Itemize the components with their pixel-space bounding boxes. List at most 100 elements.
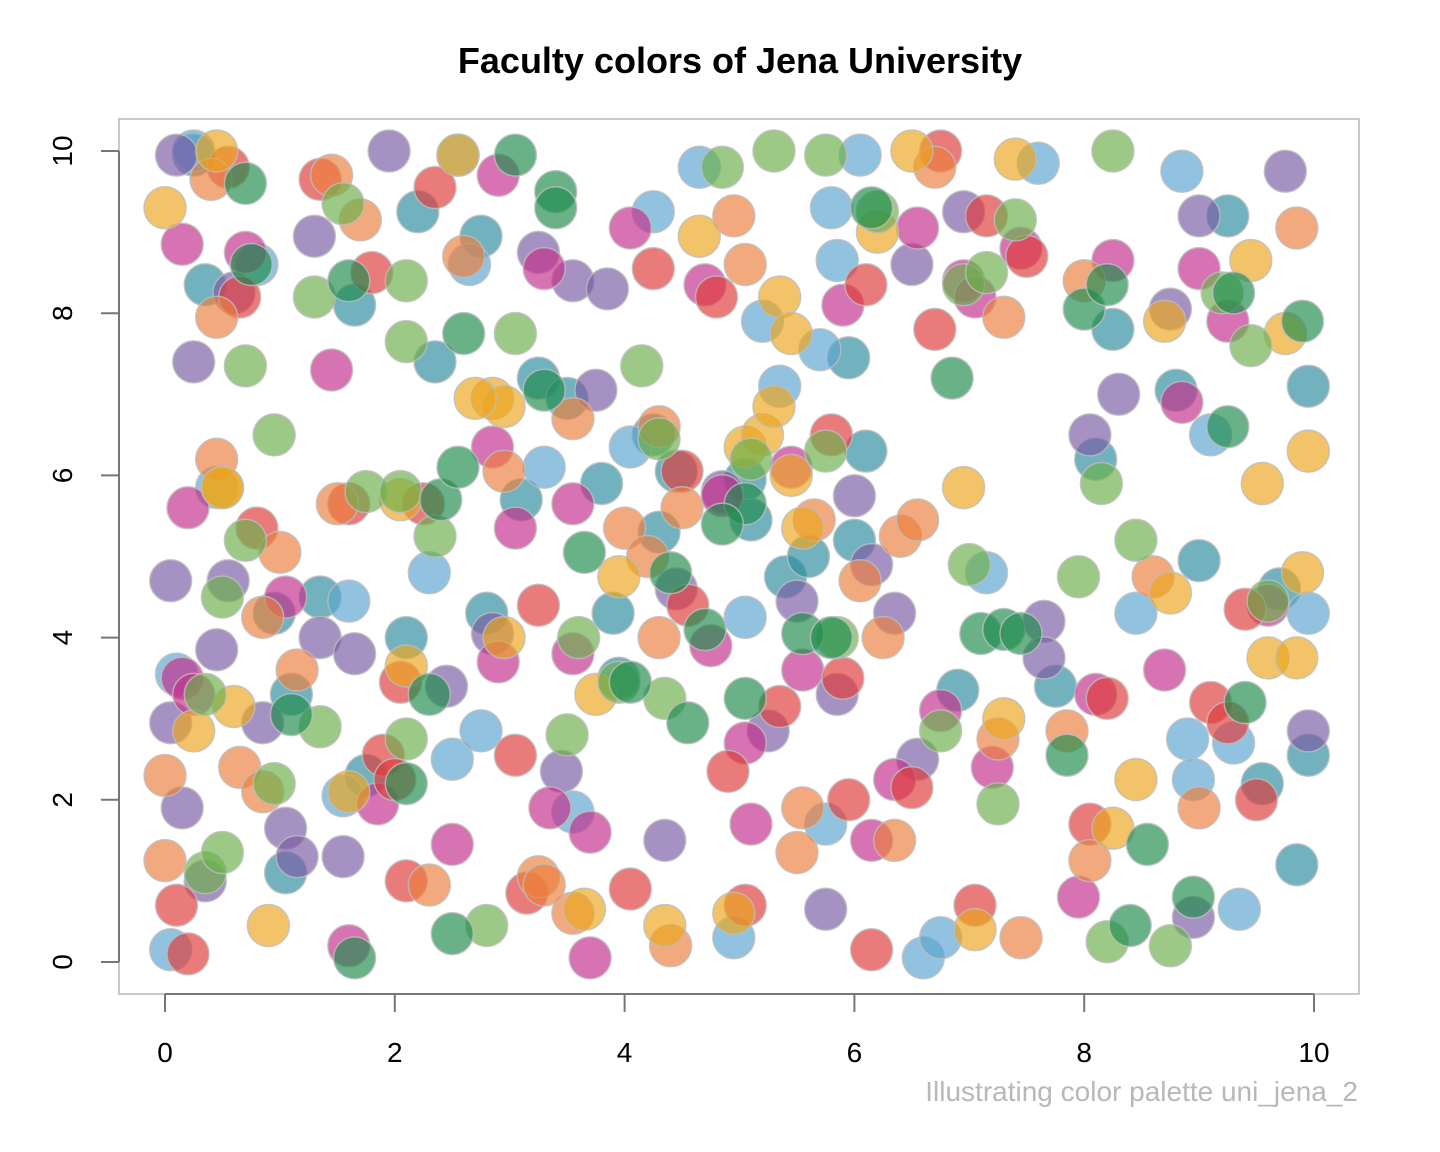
data-point-green-43 <box>200 575 245 619</box>
data-point-purple-13 <box>321 834 365 879</box>
data-point-gold-34 <box>1148 571 1193 615</box>
data-point-darkgreen-26 <box>1045 733 1089 777</box>
y-tick-label-10: 10 <box>47 135 78 166</box>
data-point-orange-43 <box>775 830 819 875</box>
data-point-darkgreen-29 <box>1125 822 1170 867</box>
data-point-green-44 <box>637 417 681 461</box>
data-point-green-6 <box>252 413 296 457</box>
data-point-darkgreen-35 <box>1280 299 1325 344</box>
data-point-green-2 <box>200 830 245 875</box>
data-point-green-17 <box>493 311 538 356</box>
data-point-teal-14 <box>591 591 635 636</box>
data-point-red-14 <box>516 583 561 627</box>
data-point-orange-25 <box>723 242 767 287</box>
data-point-purple-6 <box>194 628 239 672</box>
data-point-gold-9 <box>436 133 480 177</box>
data-point-gold-28 <box>953 907 997 952</box>
data-point-purple-0 <box>148 559 193 603</box>
x-tick-label-8: 8 <box>1076 1037 1092 1068</box>
data-point-darkgreen-0 <box>223 161 268 206</box>
data-point-orange-1 <box>143 838 187 883</box>
data-point-green-11 <box>384 259 429 303</box>
data-point-gold-23 <box>769 453 813 498</box>
data-point-red-36 <box>1234 778 1279 822</box>
data-point-orange-17 <box>551 396 595 441</box>
data-point-gold-44 <box>200 465 245 510</box>
data-point-blue-19 <box>809 186 854 230</box>
data-point-purple-2 <box>154 133 199 177</box>
data-point-green-42 <box>1246 579 1290 623</box>
data-point-green-35 <box>1056 555 1101 599</box>
data-point-gold-22 <box>769 311 813 356</box>
data-point-purple-30 <box>832 473 877 518</box>
data-point-red-39 <box>913 307 957 352</box>
data-point-gold-18 <box>712 891 756 936</box>
data-point-magenta-36 <box>1142 648 1187 692</box>
data-point-gold-32 <box>1114 757 1158 802</box>
data-point-green-13 <box>378 469 423 514</box>
data-point-magenta-5 <box>309 348 354 392</box>
data-point-teal-32 <box>1275 842 1319 887</box>
data-point-green-0 <box>183 672 227 717</box>
data-point-green-41 <box>1229 323 1273 368</box>
data-point-green-3 <box>223 518 268 563</box>
data-point-gold-13 <box>562 887 607 932</box>
data-point-red-25 <box>849 928 894 972</box>
data-point-magenta-23 <box>729 802 773 846</box>
data-point-gold-5 <box>246 903 291 948</box>
data-point-blue-6 <box>407 550 452 595</box>
data-point-purple-21 <box>574 368 618 412</box>
y-tick-label-8: 8 <box>47 305 78 321</box>
data-point-blue-31 <box>1217 887 1262 932</box>
data-point-green-14 <box>413 514 457 558</box>
data-point-darkgreen-23 <box>930 356 974 400</box>
data-point-blue-26 <box>1160 149 1204 194</box>
data-point-blue-27 <box>1165 717 1210 761</box>
data-point-orange-40 <box>1177 786 1221 830</box>
data-point-orange-7 <box>240 595 285 640</box>
data-point-darkgreen-3 <box>327 259 371 303</box>
data-point-orange-35 <box>999 915 1043 960</box>
data-point-darkgreen-37 <box>999 611 1043 656</box>
data-point-magenta-25 <box>780 648 825 692</box>
data-point-magenta-16 <box>568 810 612 854</box>
data-point-purple-33 <box>890 242 934 287</box>
data-point-gold-16 <box>643 903 687 948</box>
x-tick-label-10: 10 <box>1298 1037 1329 1068</box>
data-point-red-0 <box>154 883 199 927</box>
data-point-darkgreen-39 <box>533 186 578 230</box>
data-point-blue-21 <box>815 238 859 283</box>
data-point-gold-26 <box>890 129 934 173</box>
data-point-purple-42 <box>1177 194 1221 238</box>
data-points <box>143 129 1331 980</box>
data-point-darkgreen-10 <box>493 133 538 177</box>
data-point-orange-28 <box>838 559 882 603</box>
data-point-gold-29 <box>982 696 1026 741</box>
data-point-purple-10 <box>275 834 319 879</box>
data-point-orange-34 <box>982 295 1026 340</box>
y-tick-label-4: 4 <box>47 630 78 646</box>
data-point-darkgreen-12 <box>522 368 566 412</box>
data-point-red-16 <box>631 246 676 291</box>
data-point-green-4 <box>223 344 268 388</box>
data-point-darkgreen-21 <box>809 615 854 660</box>
data-point-darkgreen-7 <box>430 911 475 956</box>
data-point-orange-22 <box>637 615 681 660</box>
y-tick-label-2: 2 <box>47 792 78 808</box>
data-point-green-46 <box>1079 461 1124 506</box>
data-point-gold-39 <box>1275 636 1319 680</box>
data-point-gold-21 <box>757 275 802 319</box>
data-point-red-11 <box>413 165 457 210</box>
data-point-red-26 <box>890 765 934 810</box>
data-point-darkgreen-30 <box>1108 903 1152 948</box>
data-point-purple-19 <box>539 749 584 794</box>
data-point-green-36 <box>1091 129 1135 173</box>
data-point-darkgreen-4 <box>384 761 429 806</box>
data-point-magenta-2 <box>166 486 210 530</box>
data-point-green-32 <box>964 250 1009 295</box>
data-point-gold-30 <box>993 137 1038 181</box>
data-point-blue-32 <box>1286 591 1331 636</box>
data-point-darkgreen-15 <box>648 550 693 595</box>
data-point-magenta-14 <box>551 482 595 526</box>
data-point-gold-41 <box>1286 429 1331 473</box>
